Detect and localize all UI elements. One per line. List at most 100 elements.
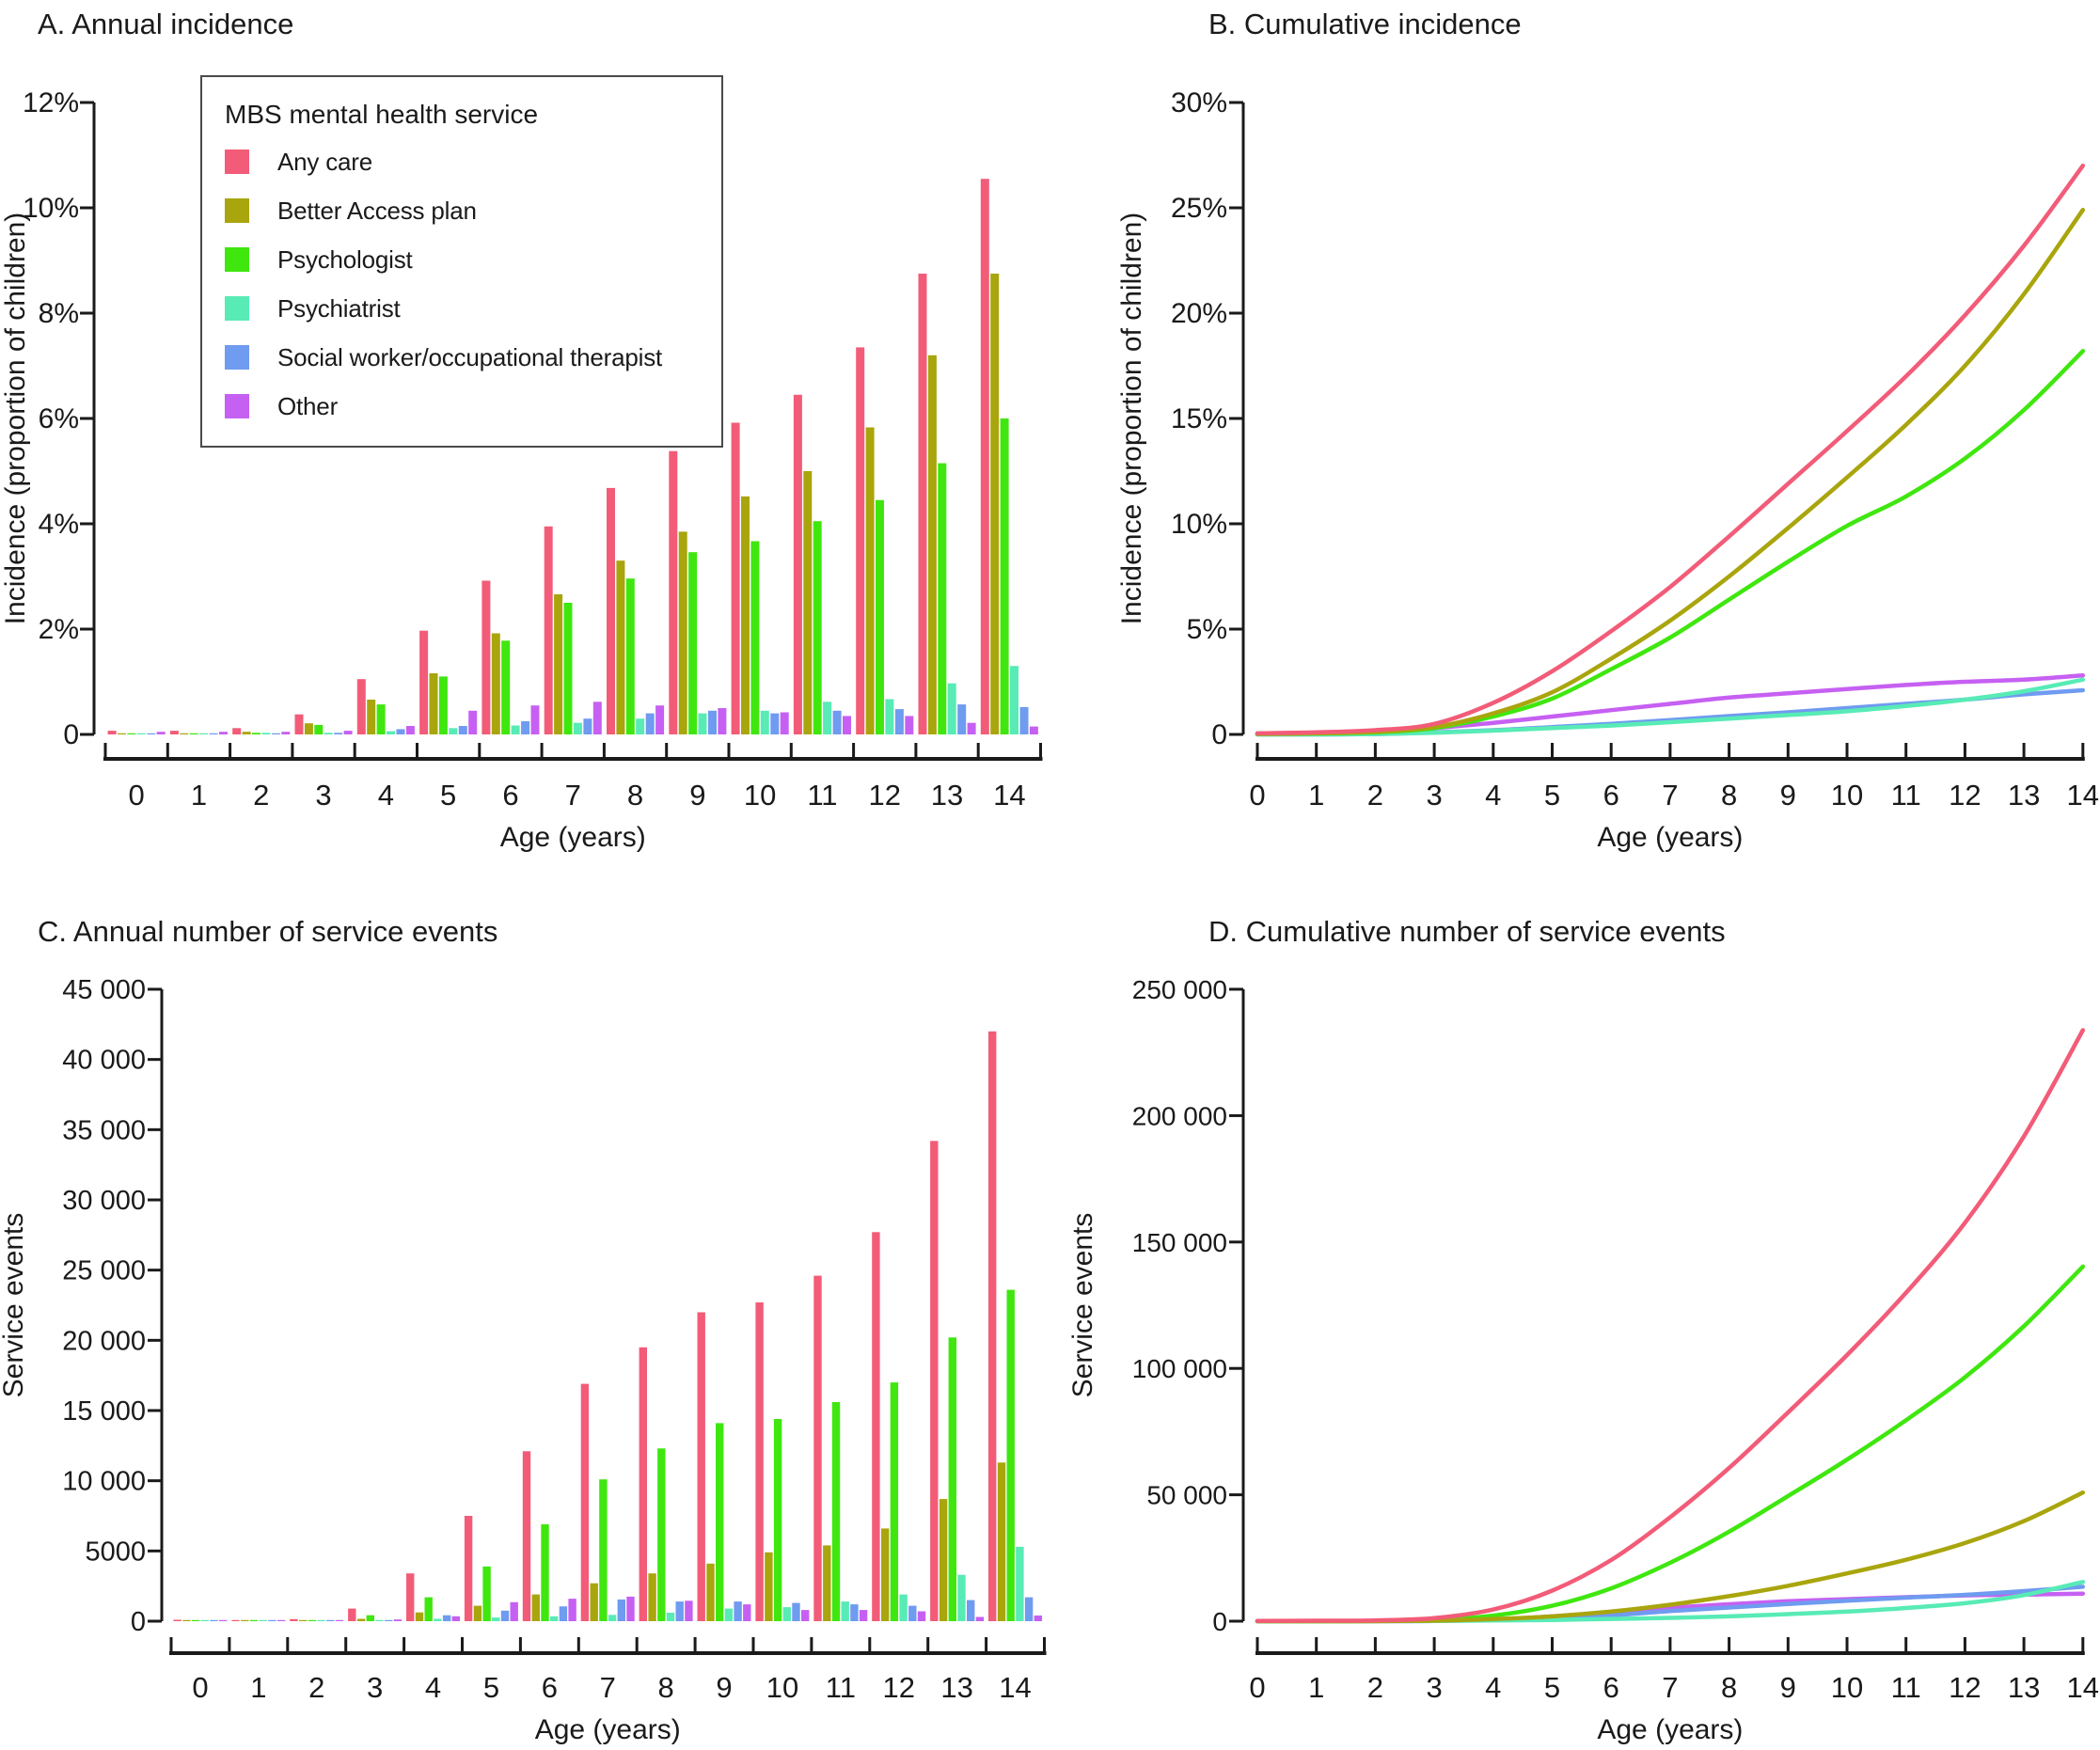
line-any-care xyxy=(1255,1028,2086,1623)
x-tick-label: 8 xyxy=(658,1671,674,1704)
bar-better-access-plan xyxy=(304,723,313,734)
bar-psychologist xyxy=(688,552,698,734)
x-tick-label: 2 xyxy=(1367,1671,1383,1704)
y-tick-label: 8% xyxy=(39,298,79,329)
x-tick-label: 9 xyxy=(1780,779,1796,812)
x-tick-label: 13 xyxy=(2008,1671,2040,1704)
bar-other xyxy=(685,1600,693,1621)
x-tick-label: 10 xyxy=(766,1671,798,1704)
x-tick-label: 7 xyxy=(1662,1671,1678,1704)
y-tick-label: 10% xyxy=(1171,509,1227,540)
panel-b-title: B. Cumulative incidence xyxy=(1208,8,1522,40)
bar-social-worker-occupational-therapist xyxy=(967,1600,975,1621)
x-tick-label: 10 xyxy=(1831,779,1863,812)
y-tick-label: 4% xyxy=(39,509,79,540)
x-tick-label: 3 xyxy=(315,779,331,812)
x-tick-label: 8 xyxy=(1721,1671,1737,1704)
bar-other xyxy=(451,1616,460,1621)
line-other xyxy=(1255,673,2086,736)
bar-any-care xyxy=(294,714,304,734)
bar-psychiatrist xyxy=(387,731,395,734)
legend-swatch-psychiatrist xyxy=(225,296,249,321)
bar-better-access-plan xyxy=(706,1563,715,1621)
bar-better-access-plan xyxy=(531,1594,540,1621)
bar-other xyxy=(917,1611,926,1621)
x-tick-label: 9 xyxy=(716,1671,732,1704)
line-psychologist xyxy=(1255,349,2086,736)
bar-other xyxy=(718,708,727,734)
bar-psychiatrist xyxy=(434,1618,442,1621)
y-tick-label: 0 xyxy=(63,719,79,750)
legend-item-label: Psychologist xyxy=(277,244,413,274)
y-axis: 0 2% 4% 6% 8% 10% 12% Incidence (proportion of … xyxy=(0,87,96,750)
x-tick-label: 1 xyxy=(1308,1671,1324,1704)
y-axis: 0 50 000 100 000 150 000 200 000 250 000 Servi… xyxy=(1067,975,1245,1636)
bar-social-worker-occupational-therapist xyxy=(210,1619,218,1621)
x-tick-label: 2 xyxy=(1367,779,1383,812)
y-tick-label: 10% xyxy=(23,193,79,224)
bar-psychologist xyxy=(366,1615,374,1621)
bar-psychologist xyxy=(424,1597,433,1621)
bar-any-care xyxy=(918,274,927,734)
y-tick-label: 40 000 xyxy=(62,1046,146,1076)
y-tick-label: 200 000 xyxy=(1132,1101,1227,1130)
x-tick-label: 0 xyxy=(129,779,145,812)
bar-any-care xyxy=(639,1347,647,1621)
bar-better-access-plan xyxy=(990,274,1000,734)
bar-any-care xyxy=(406,1573,415,1621)
legend-swatch-any-care xyxy=(225,150,249,174)
bar-other xyxy=(510,1601,518,1621)
bar-other xyxy=(343,731,353,734)
x-tick-label: 8 xyxy=(627,779,643,812)
bar-better-access-plan xyxy=(648,1573,656,1621)
bar-social-worker-occupational-therapist xyxy=(894,709,904,734)
bar-other xyxy=(1029,726,1038,734)
bar-psychologist xyxy=(1006,1289,1015,1621)
bar-social-worker-occupational-therapist xyxy=(770,713,780,734)
bar-social-worker-occupational-therapist xyxy=(442,1615,451,1621)
bar-social-worker-occupational-therapist xyxy=(1019,706,1029,734)
y-tick-label: 20 000 xyxy=(62,1326,146,1356)
bar-social-worker-occupational-therapist xyxy=(832,710,842,734)
x-tick-label: 6 xyxy=(1603,779,1619,812)
bar-psychologist xyxy=(831,1402,841,1621)
y-tick-label: 15% xyxy=(1171,403,1227,434)
bar-social-worker-occupational-therapist xyxy=(147,733,156,734)
bar-psychiatrist xyxy=(899,1594,908,1621)
bar-better-access-plan xyxy=(881,1528,890,1621)
y-tick-label: 100 000 xyxy=(1132,1354,1227,1383)
x-tick-label: 11 xyxy=(807,779,837,812)
y-tick-label: 25% xyxy=(1171,193,1227,224)
bar-social-worker-occupational-therapist xyxy=(271,733,280,734)
x-tick-label: 0 xyxy=(1249,779,1265,812)
legend-swatch-social-worker-occupational-therapist xyxy=(225,345,249,370)
bar-any-care xyxy=(419,630,429,734)
x-tick-label: 12 xyxy=(883,1671,915,1704)
bar-other xyxy=(219,1619,228,1621)
bar-psychiatrist xyxy=(608,1615,617,1621)
x-tick-label: 5 xyxy=(440,779,456,812)
bar-better-access-plan xyxy=(865,427,875,734)
x-tick-label: 6 xyxy=(542,1671,558,1704)
x-tick-label: 2 xyxy=(308,1671,324,1704)
y-axis: 0 5% 10% 15% 20% 25% 30% Incidence (proportion … xyxy=(1116,87,1245,750)
x-tick-label: 1 xyxy=(191,779,207,812)
x-tick-label: 4 xyxy=(378,779,394,812)
bar-better-access-plan xyxy=(473,1605,482,1621)
x-tick-label: 11 xyxy=(1891,779,1921,812)
y-tick-label: 0 xyxy=(131,1607,146,1637)
bar-psychiatrist xyxy=(511,725,520,734)
bar-psychiatrist xyxy=(947,683,956,734)
x-tick-label: 11 xyxy=(1891,1671,1921,1704)
x-tick-label: 14 xyxy=(999,1671,1031,1704)
annual-incidence-bar-chart: 0 2% 4% 6% 8% 10% 12% Incidence (proportion of … xyxy=(0,87,1043,853)
bar-better-access-plan xyxy=(741,496,750,734)
x-tick-label: 5 xyxy=(483,1671,499,1704)
x-tick-label: 7 xyxy=(1662,779,1678,812)
bar-psychiatrist xyxy=(1016,1546,1024,1621)
x-tick-label: 12 xyxy=(869,779,901,812)
bar-other xyxy=(335,1619,344,1621)
x-tick-label: 3 xyxy=(367,1671,383,1704)
bar-psychologist xyxy=(376,704,386,734)
